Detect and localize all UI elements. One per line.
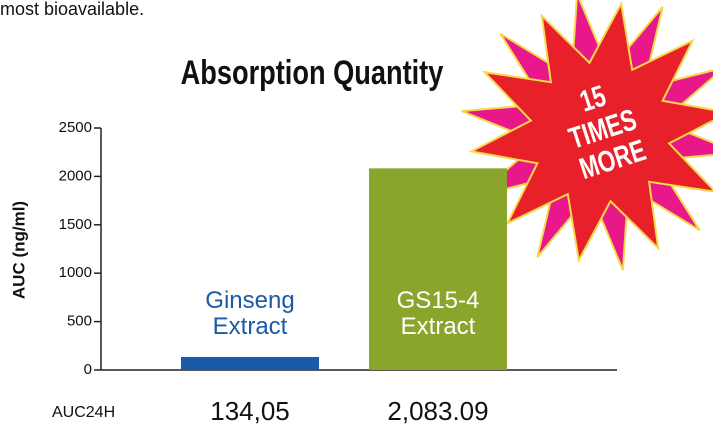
bar (181, 357, 319, 370)
value-label: 2,083.09 (387, 396, 488, 426)
y-tick-label: 1000 (59, 264, 92, 281)
row-label: AUC24H (52, 404, 115, 421)
category-label: GS15-4 Extract (383, 288, 493, 340)
y-tick-label: 500 (67, 313, 92, 330)
y-tick-label: 2000 (59, 167, 92, 184)
category-label: Ginseng Extract (195, 288, 305, 340)
y-tick-label: 1500 (59, 216, 92, 233)
chart: most bioavailable. Absorption Quantity A… (0, 0, 713, 439)
chart-title: Absorption Quantity (181, 53, 444, 92)
y-tick-label: 2500 (59, 119, 92, 136)
header-text: most bioavailable. (0, 0, 144, 19)
value-label: 134,05 (210, 396, 290, 426)
y-tick-label: 0 (84, 361, 92, 378)
y-axis-label: AUC (ng/ml) (9, 201, 28, 299)
page: {"header_text": "most bioavailable.", "c… (0, 0, 713, 439)
